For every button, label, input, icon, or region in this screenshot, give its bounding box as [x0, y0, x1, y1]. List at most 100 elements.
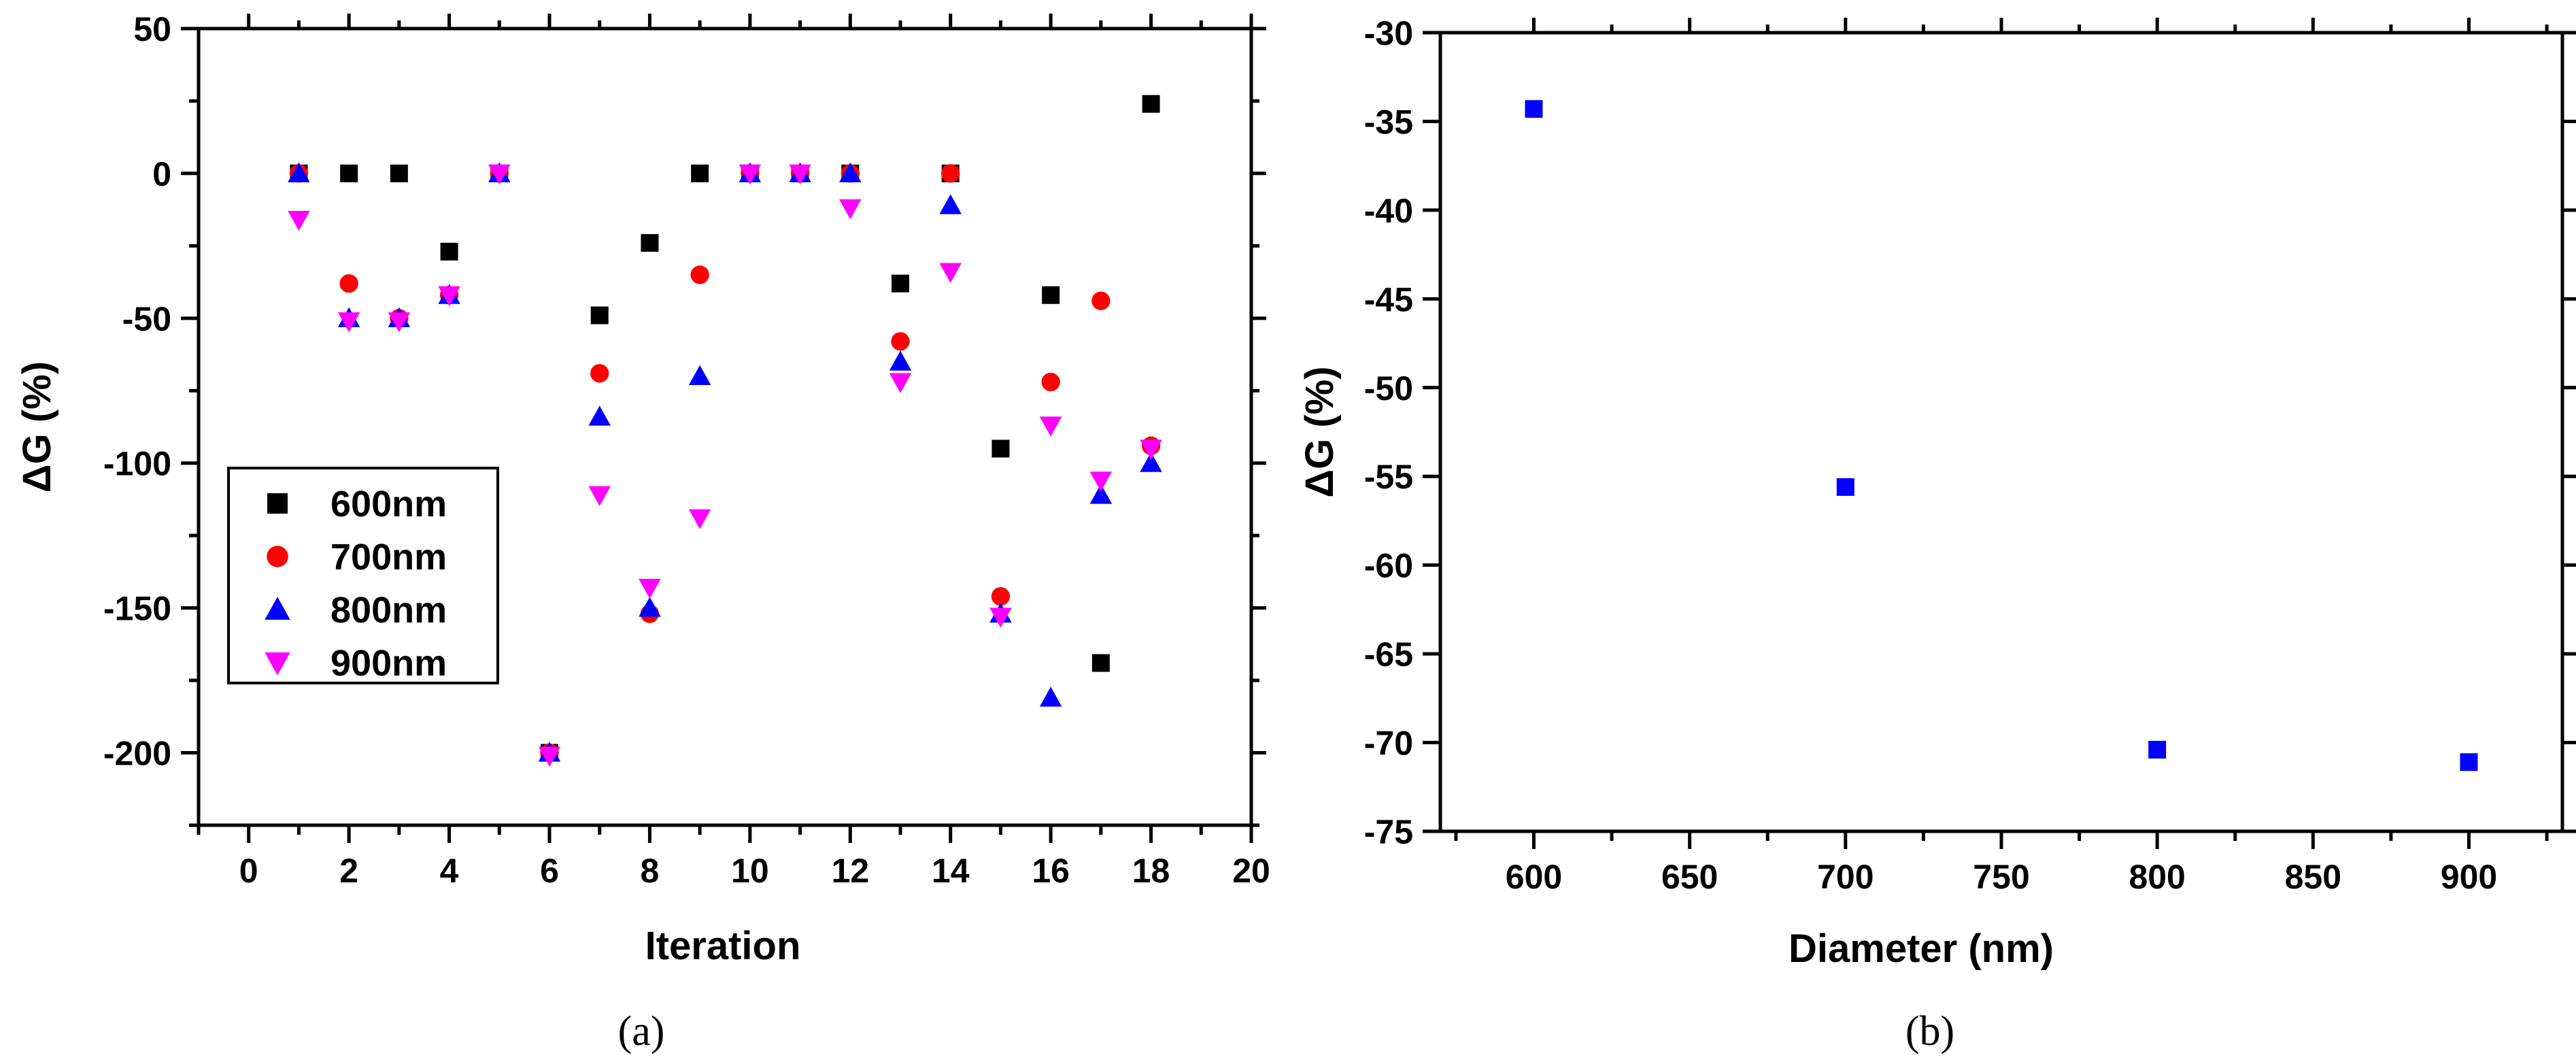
legend-marker-700nm: [267, 546, 288, 567]
x-tick-label: 600: [1506, 858, 1562, 896]
legend-marker-600nm: [267, 493, 288, 514]
data-point-700nm: [991, 586, 1011, 606]
x-tick-label: 900: [2441, 858, 2497, 896]
y-tick-label: -45: [1364, 280, 1413, 318]
y-tick-label: -35: [1364, 103, 1413, 141]
data-point-900nm: [939, 263, 962, 283]
data-point-600nm: [340, 164, 358, 182]
panel-b-y-axis-label: ΔG (%): [1298, 366, 1342, 497]
y-tick-label: -100: [103, 445, 171, 483]
data-point-600nm: [1142, 95, 1160, 113]
legend-marker-800nm: [265, 597, 290, 620]
panel-b-chart: 600 650 700 750 800 850 900 -75 -70 -65 -60 -55 -50 -…: [1298, 14, 2576, 1054]
data-point-900nm: [989, 608, 1012, 628]
panel-b-caption: (b): [1905, 1008, 1954, 1054]
data-point-800nm: [1140, 452, 1162, 472]
legend-label: 600nm: [331, 484, 447, 525]
x-tick-label: 18: [1132, 852, 1170, 890]
data-point-900nm: [1039, 416, 1062, 437]
y-tick-label: -40: [1364, 192, 1413, 230]
data-point-700nm: [590, 364, 609, 383]
y-tick-label: 0: [152, 155, 171, 193]
data-point-600nm: [892, 274, 909, 293]
x-tick-label: 6: [540, 852, 559, 890]
x-tick-label: 2: [339, 852, 358, 890]
data-point-600nm: [590, 306, 609, 325]
data-point-600nm: [691, 164, 709, 182]
x-tick-label: 650: [1661, 858, 1718, 896]
data-point-800nm: [688, 365, 711, 385]
data-point: [2460, 753, 2478, 771]
data-point-900nm: [488, 164, 511, 185]
x-tick-label: 800: [2129, 858, 2185, 896]
y-tick-label: -70: [1364, 725, 1413, 763]
legend-box: [227, 467, 499, 684]
x-tick-label: 850: [2285, 858, 2341, 896]
y-tick-label: -65: [1364, 635, 1413, 674]
data-point-600nm: [1091, 654, 1110, 672]
legend-label: 700nm: [331, 537, 447, 578]
data-point-900nm: [739, 164, 762, 185]
data-point-800nm: [588, 405, 611, 426]
x-tick-label: 700: [1817, 858, 1874, 896]
y-tick-label: -60: [1364, 547, 1413, 585]
x-tick-label: 0: [239, 852, 258, 890]
data-point-600nm: [641, 234, 659, 252]
x-tick-label: 4: [440, 852, 459, 890]
data-point-600nm: [1042, 286, 1060, 304]
data-point-900nm: [889, 373, 912, 393]
data-point-800nm: [839, 162, 862, 182]
x-tick-label: 12: [831, 852, 869, 890]
data-point-800nm: [1039, 686, 1062, 707]
panel-a-data-points: [288, 95, 1162, 767]
data-point-900nm: [839, 199, 862, 220]
x-tick-label: 8: [641, 852, 660, 890]
data-point-900nm: [1140, 439, 1162, 460]
data-point-900nm: [789, 164, 811, 185]
y-tick-label: -75: [1364, 813, 1413, 851]
y-tick-label: -30: [1364, 14, 1413, 52]
y-tick-label: 50: [133, 10, 171, 48]
data-point-900nm: [688, 509, 711, 529]
data-point-800nm: [889, 350, 912, 371]
x-tick-label: 16: [1032, 852, 1070, 890]
data-point-700nm: [1091, 291, 1111, 310]
data-point: [1836, 478, 1854, 496]
x-tick-label: 10: [731, 852, 769, 890]
panel-a-y-axis-label: ΔG (%): [15, 361, 59, 493]
legend-label: 900nm: [331, 643, 447, 684]
data-point-800nm: [639, 597, 661, 617]
panel-a-legend: 600nm 700nm 800nm 900nm: [227, 467, 499, 684]
data-point-600nm: [440, 242, 458, 261]
data-point-700nm: [891, 332, 910, 351]
y-tick-label: -55: [1364, 458, 1413, 496]
data-point: [1525, 100, 1543, 118]
data-point-700nm: [1041, 372, 1060, 392]
x-tick-label: 750: [1973, 858, 2029, 896]
data-point-900nm: [639, 578, 661, 599]
data-point-800nm: [288, 162, 310, 182]
legend-label: 800nm: [331, 590, 447, 631]
x-tick-label: 14: [932, 852, 970, 890]
data-point-900nm: [588, 486, 611, 506]
y-tick-label: -150: [103, 590, 171, 628]
panel-a-chart: 0 2 4 6 8 10 12 14 16 18 20 -200 -150 -100 -50 0 50 600n…: [15, 10, 1270, 1054]
data-point-600nm: [390, 164, 408, 182]
panel-b-x-axis-label: Diameter (nm): [1789, 927, 2054, 971]
data-point-900nm: [337, 312, 360, 333]
legend-marker-900nm: [265, 652, 290, 676]
data-point-900nm: [388, 312, 411, 333]
data-point: [2148, 740, 2167, 759]
data-point-900nm: [288, 211, 310, 231]
y-tick-label: -50: [1364, 369, 1413, 408]
data-point-600nm: [992, 439, 1010, 458]
data-point-700nm: [339, 274, 358, 293]
data-point-700nm: [690, 265, 709, 284]
panel-b-axis-ticks: 600 650 700 750 800 850 900 -75 -70 -65 -60 -55 -50 -…: [1364, 14, 2576, 896]
panel-b-plot-frame: [1438, 31, 2564, 833]
data-point-900nm: [1089, 471, 1113, 492]
panel-a-axis-ticks: 0 2 4 6 8 10 12 14 16 18 20 -200 -150 -100 -50 0 50: [103, 10, 1270, 890]
panel-a-plot-frame: [197, 27, 1253, 827]
panel-b-data-points: [1525, 100, 2478, 771]
